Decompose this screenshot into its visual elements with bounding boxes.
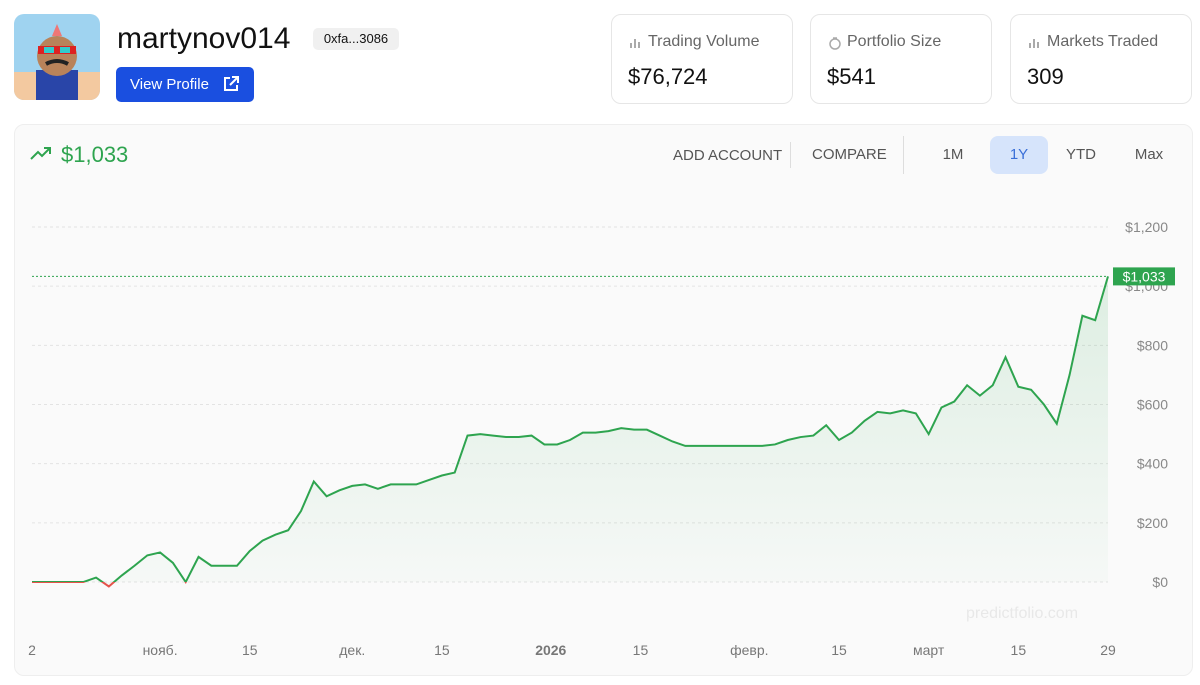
current-badge xyxy=(1113,267,1175,286)
stat-value: $541 xyxy=(827,64,876,89)
x-tick-label: 15 xyxy=(242,642,258,658)
stat-card: Markets Traded 309 xyxy=(1010,14,1192,104)
stat-value: 309 xyxy=(1027,64,1064,89)
view-profile-button[interactable]: View Profile xyxy=(116,67,254,102)
address-badge[interactable]: 0xfa...3086 xyxy=(313,28,399,50)
x-tick-label: 15 xyxy=(434,642,450,658)
icon xyxy=(829,37,841,50)
x-tick-label: 2 xyxy=(28,642,36,658)
line xyxy=(32,276,1109,583)
x-tick-label: нояб. xyxy=(143,642,178,658)
x-tick-label: дек. xyxy=(339,642,365,658)
stat-label: Markets Traded xyxy=(1047,33,1159,50)
icon xyxy=(1029,39,1039,48)
current-value: $1,033 xyxy=(61,142,129,167)
stat-value: $76,724 xyxy=(628,64,708,89)
username: martynov014 xyxy=(117,22,291,55)
range-button[interactable]: 1Y xyxy=(990,136,1048,174)
stat-card: Trading Volume $76,724 xyxy=(611,14,793,104)
y-tick-label: $600 xyxy=(1137,397,1168,413)
range-button[interactable]: 1M xyxy=(942,146,964,163)
add-account[interactable]: ADD ACCOUNT xyxy=(673,147,783,164)
icon xyxy=(630,39,640,48)
x-tick-label: 15 xyxy=(1011,642,1027,658)
button-label: View Profile xyxy=(130,76,209,93)
divider xyxy=(790,142,791,168)
x-tick-label: март xyxy=(913,642,945,658)
range-button[interactable]: Max xyxy=(1134,146,1164,163)
y-tick-label: $800 xyxy=(1137,337,1168,353)
x-tick-label: 2026 xyxy=(535,642,566,658)
trend-icon xyxy=(30,147,51,160)
x-tick-label: 15 xyxy=(831,642,847,658)
y-tick-label: $200 xyxy=(1137,515,1168,531)
external-icon xyxy=(224,76,239,91)
y-tick-label: $400 xyxy=(1137,456,1168,472)
y-tick-label: $1,200 xyxy=(1125,219,1168,235)
chart: predictfolio.com $0$200$400$600$800$1,00… xyxy=(28,219,1175,658)
current-badge-label: $1,033 xyxy=(1123,268,1166,284)
stat-card: Portfolio Size $541 xyxy=(810,14,992,104)
avatar-art xyxy=(14,24,100,100)
stat-label: Portfolio Size xyxy=(847,33,942,50)
x-tick-label: февр. xyxy=(730,642,768,658)
y-tick-label: $0 xyxy=(1152,574,1168,590)
compare[interactable]: COMPARE xyxy=(812,146,887,163)
area xyxy=(32,276,1108,587)
x-tick-label: 29 xyxy=(1100,642,1116,658)
stat-label: Trading Volume xyxy=(648,33,760,50)
range-button[interactable]: YTD xyxy=(1066,146,1096,163)
divider xyxy=(903,136,904,174)
watermark: predictfolio.com xyxy=(966,605,1078,622)
avatar xyxy=(14,14,100,100)
x-tick-label: 15 xyxy=(633,642,649,658)
